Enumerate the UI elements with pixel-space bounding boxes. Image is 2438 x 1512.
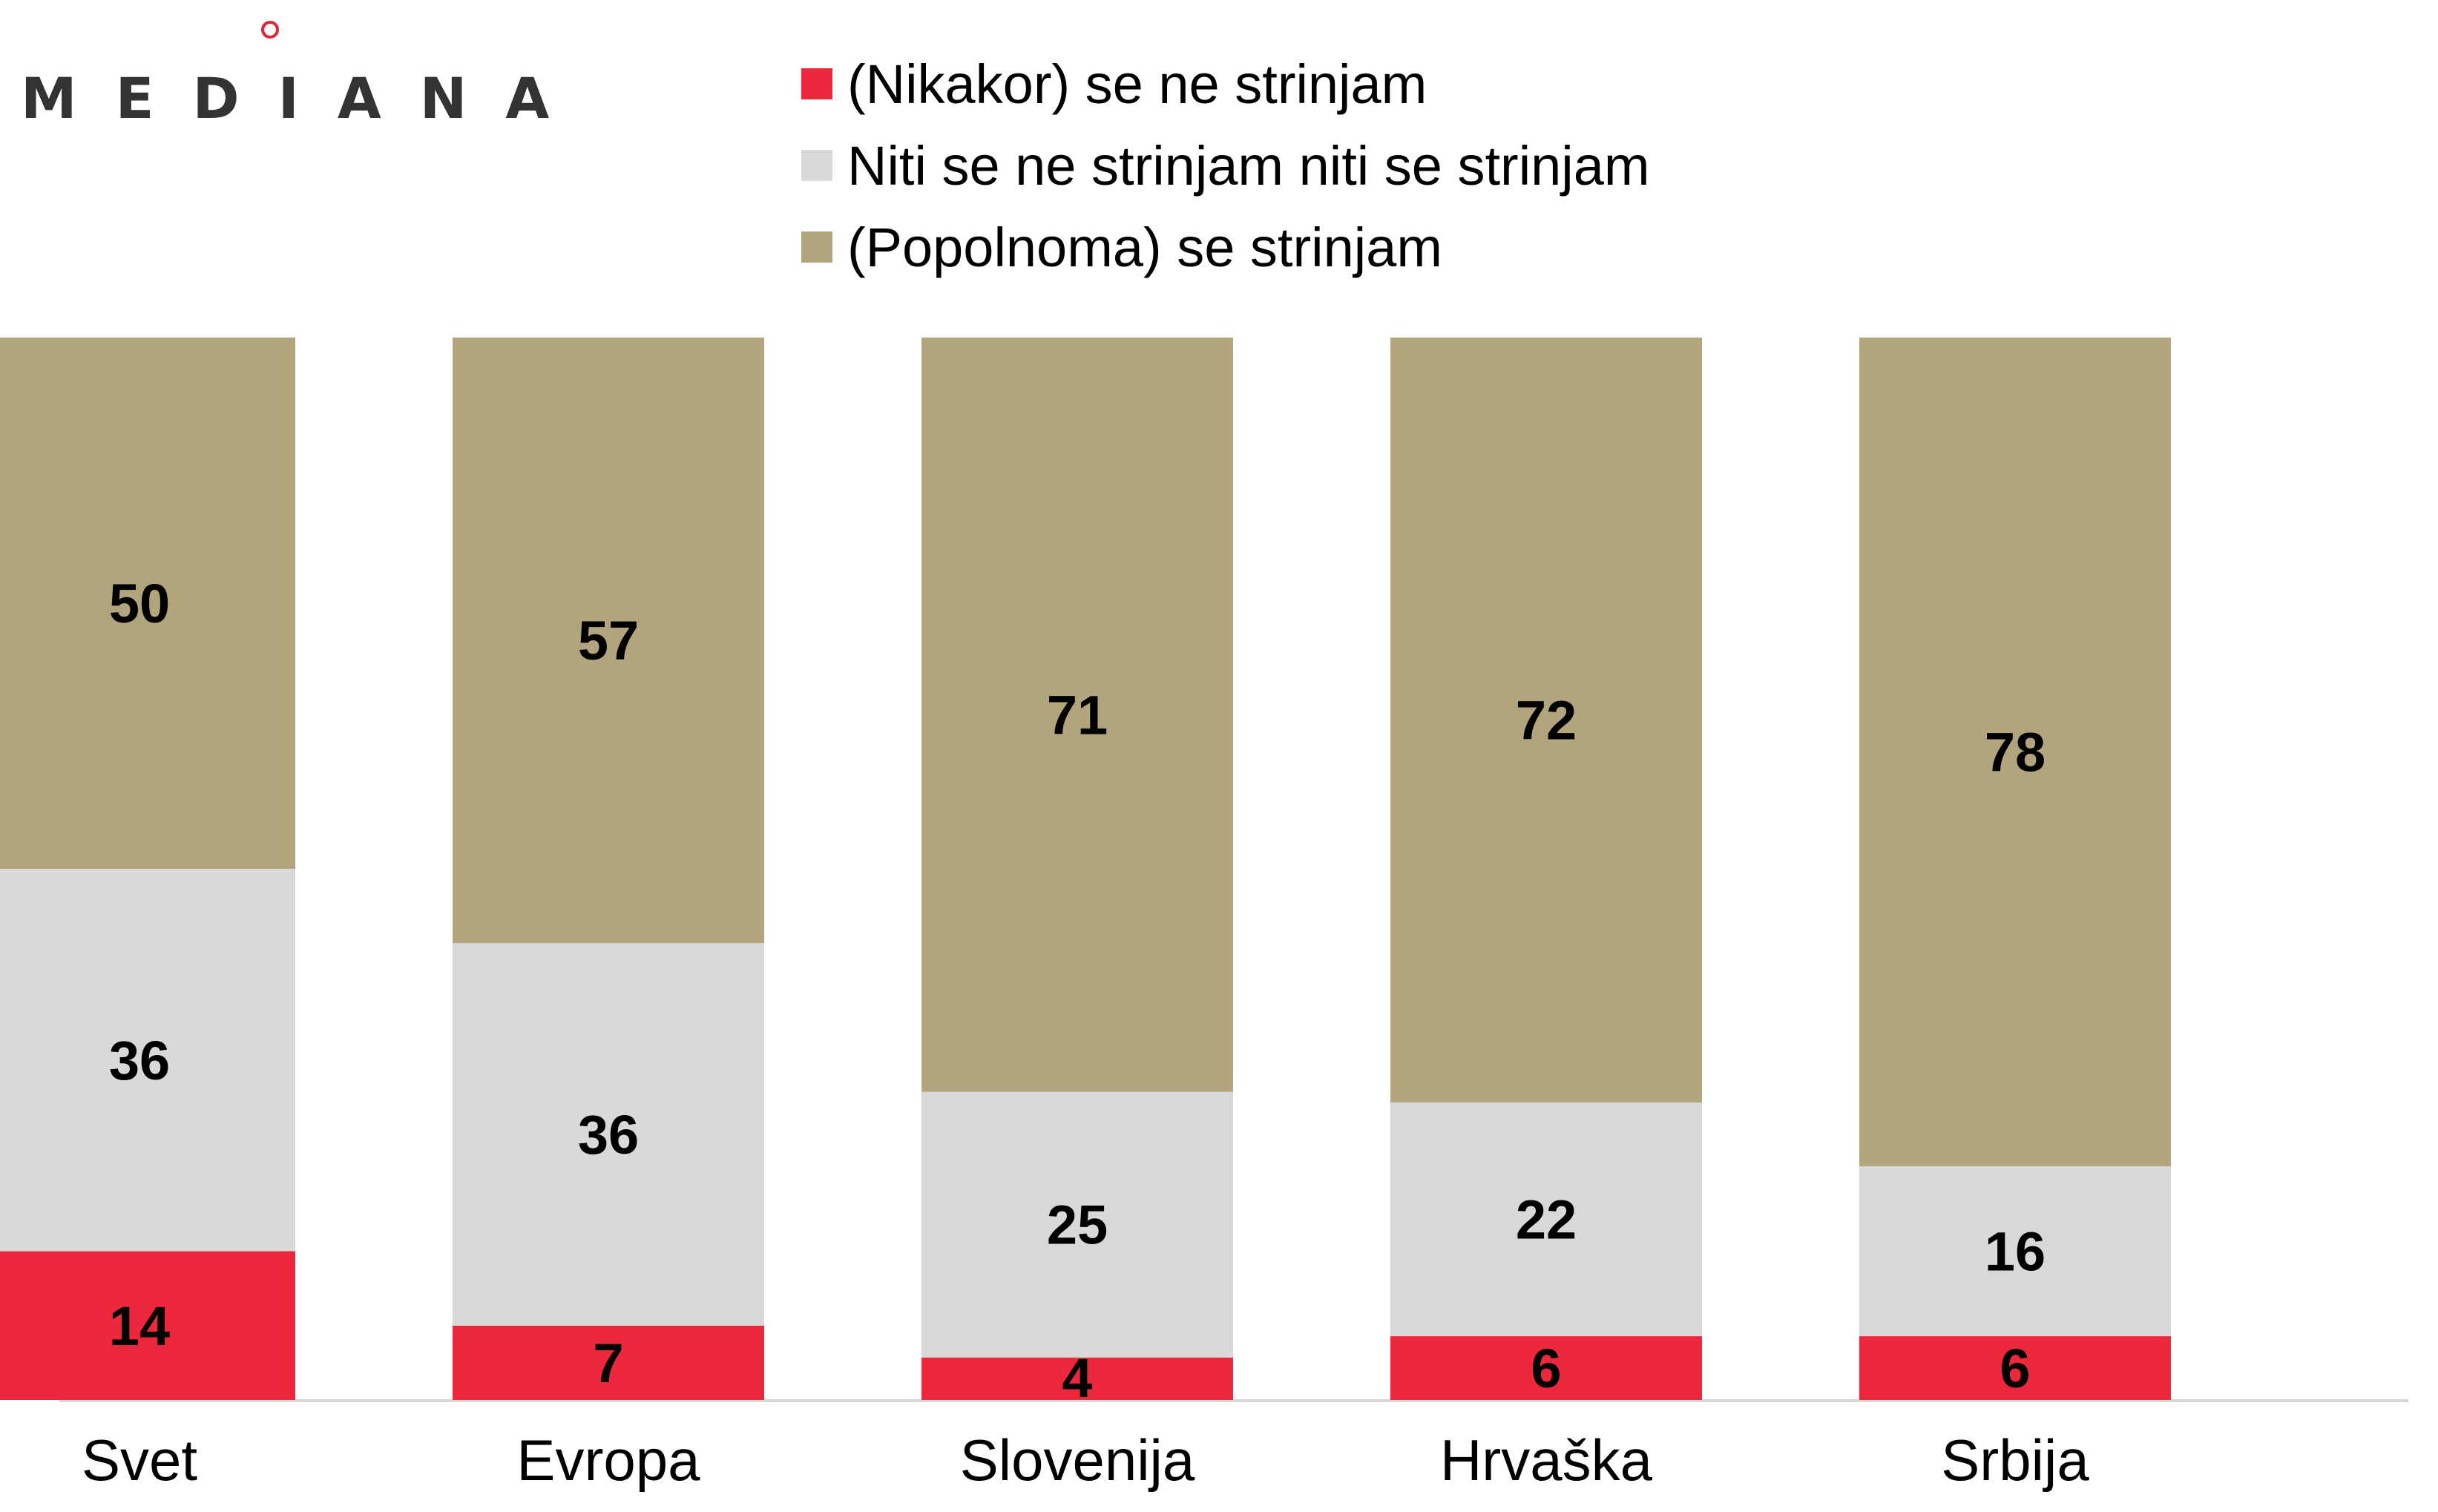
bar-evropa-neutral [453, 943, 764, 1326]
category-label-hrva-ka: Hrvaška [1440, 1427, 1653, 1493]
data-label-evropa-disagree: 7 [593, 1332, 623, 1394]
data-label-srbija-disagree: 6 [2000, 1338, 2030, 1399]
bar-srbija-disagree [1859, 1336, 2171, 1400]
data-label-hrva-ka-neutral: 22 [1516, 1189, 1577, 1251]
mediana-logo: MEDIANA [21, 65, 588, 131]
category-label-evropa: Evropa [516, 1427, 700, 1493]
legend-swatch-agree [801, 231, 832, 263]
legend-item-disagree: (Nikakor) se ne strinjam [801, 43, 1650, 125]
bar-svet-agree [0, 338, 295, 869]
data-label-svet-neutral: 36 [109, 1030, 170, 1091]
bar-hrva-ka-agree [1390, 338, 1702, 1103]
legend-swatch-neutral [801, 150, 832, 181]
data-label-evropa-neutral: 36 [578, 1104, 639, 1166]
category-label-svet: Svet [82, 1427, 197, 1493]
legend-item-neutral: Niti se ne strinjam niti se strinjam [801, 125, 1650, 206]
data-label-svet-agree: 50 [109, 573, 170, 634]
bar-hrva-ka-neutral [1390, 1102, 1702, 1337]
bar-svet-neutral [0, 869, 295, 1252]
bar-evropa-agree [453, 338, 764, 944]
legend-item-agree: (Popolnoma) se strinjam [801, 206, 1650, 288]
chart-legend: (Nikakor) se ne strinjam Niti se ne stri… [801, 43, 1650, 288]
bar-slovenija-neutral [921, 1091, 1233, 1358]
bar-evropa-disagree [453, 1325, 764, 1400]
data-label-slovenija-neutral: 25 [1047, 1194, 1108, 1256]
data-label-evropa-agree: 57 [578, 610, 639, 671]
bar-hrva-ka-disagree [1390, 1336, 1702, 1400]
legend-swatch-disagree [801, 68, 832, 99]
bar-srbija-neutral [1859, 1166, 2171, 1337]
bar-srbija-agree [1859, 338, 2171, 1166]
bar-slovenija-agree [921, 338, 1233, 1092]
data-label-svet-disagree: 14 [109, 1295, 170, 1357]
legend-label-disagree: (Nikakor) se ne strinjam [847, 53, 1427, 115]
data-label-srbija-agree: 78 [1985, 721, 2046, 783]
category-label-srbija: Srbija [1941, 1427, 2089, 1493]
legend-label-agree: (Popolnoma) se strinjam [847, 216, 1442, 278]
bar-svet-disagree [0, 1251, 295, 1400]
data-label-slovenija-agree: 71 [1047, 684, 1108, 746]
data-label-srbija-neutral: 16 [1985, 1221, 2046, 1283]
logo-dot-icon [261, 21, 279, 39]
data-label-hrva-ka-agree: 72 [1516, 690, 1577, 752]
legend-label-neutral: Niti se ne strinjam niti se strinjam [847, 134, 1650, 197]
bar-slovenija-disagree [921, 1357, 1233, 1400]
data-label-slovenija-disagree: 4 [1062, 1347, 1092, 1409]
category-label-slovenija: Slovenija [960, 1427, 1195, 1493]
data-label-hrva-ka-disagree: 6 [1531, 1338, 1561, 1399]
